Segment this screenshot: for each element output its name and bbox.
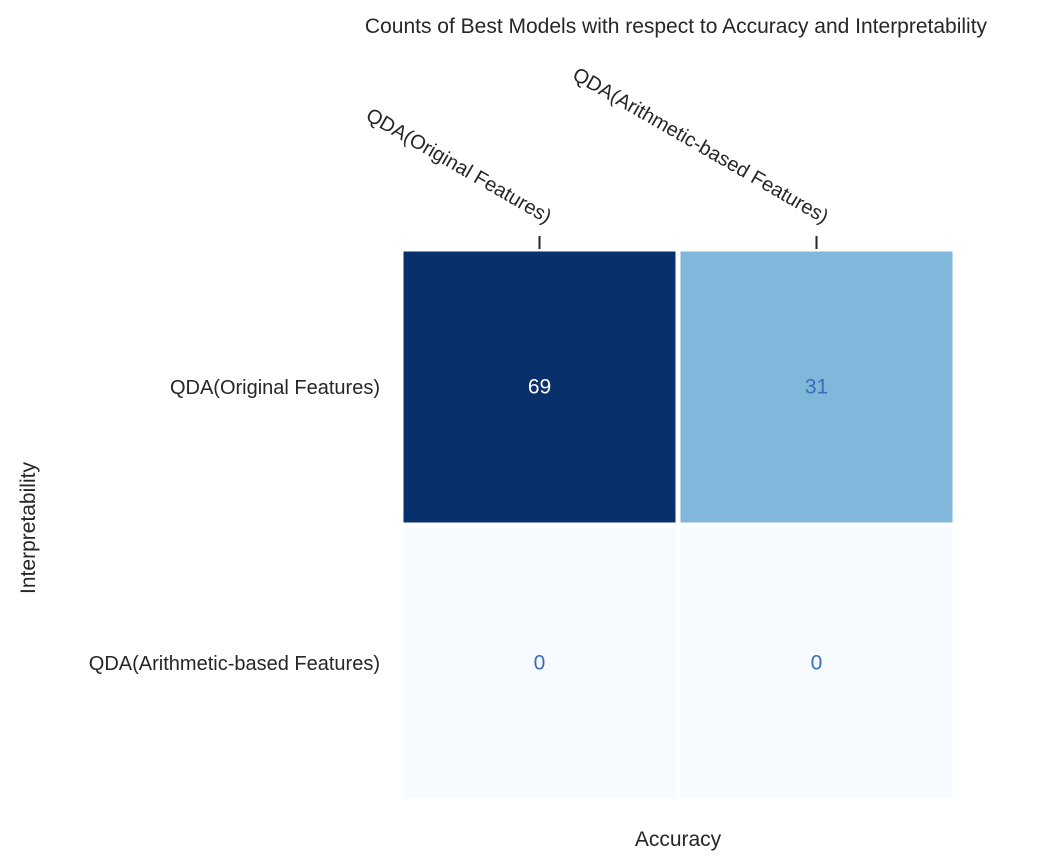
heatmap-cell	[677, 248, 956, 526]
heatmap-cells: 69 31 0 0	[400, 248, 956, 802]
y-tick-label: QDA(Arithmetic-based Features)	[89, 653, 380, 675]
y-tick-labels: QDA(Original Features) QDA(Arithmetic-bas…	[89, 377, 380, 675]
heatmap-cell	[400, 248, 679, 526]
x-tick-label: QDA(Original Features)	[362, 104, 555, 228]
x-axis-label: Accuracy	[635, 828, 722, 851]
cell-value-label: 0	[534, 652, 546, 675]
cell-value-label: 69	[528, 376, 551, 399]
y-axis-label: Interpretability	[17, 462, 40, 594]
cell-value-label: 0	[811, 652, 823, 675]
heatmap-cell	[677, 524, 956, 802]
x-tick-label: QDA(Arithmetic-based Features)	[569, 64, 832, 229]
x-tick-labels: QDA(Original Features) QDA(Arithmetic-bas…	[362, 64, 832, 249]
chart-title: Counts of Best Models with respect to Ac…	[365, 15, 988, 38]
heatmap-cell	[400, 524, 679, 802]
cell-value-label: 31	[805, 376, 828, 399]
y-tick-label: QDA(Original Features)	[170, 377, 380, 399]
